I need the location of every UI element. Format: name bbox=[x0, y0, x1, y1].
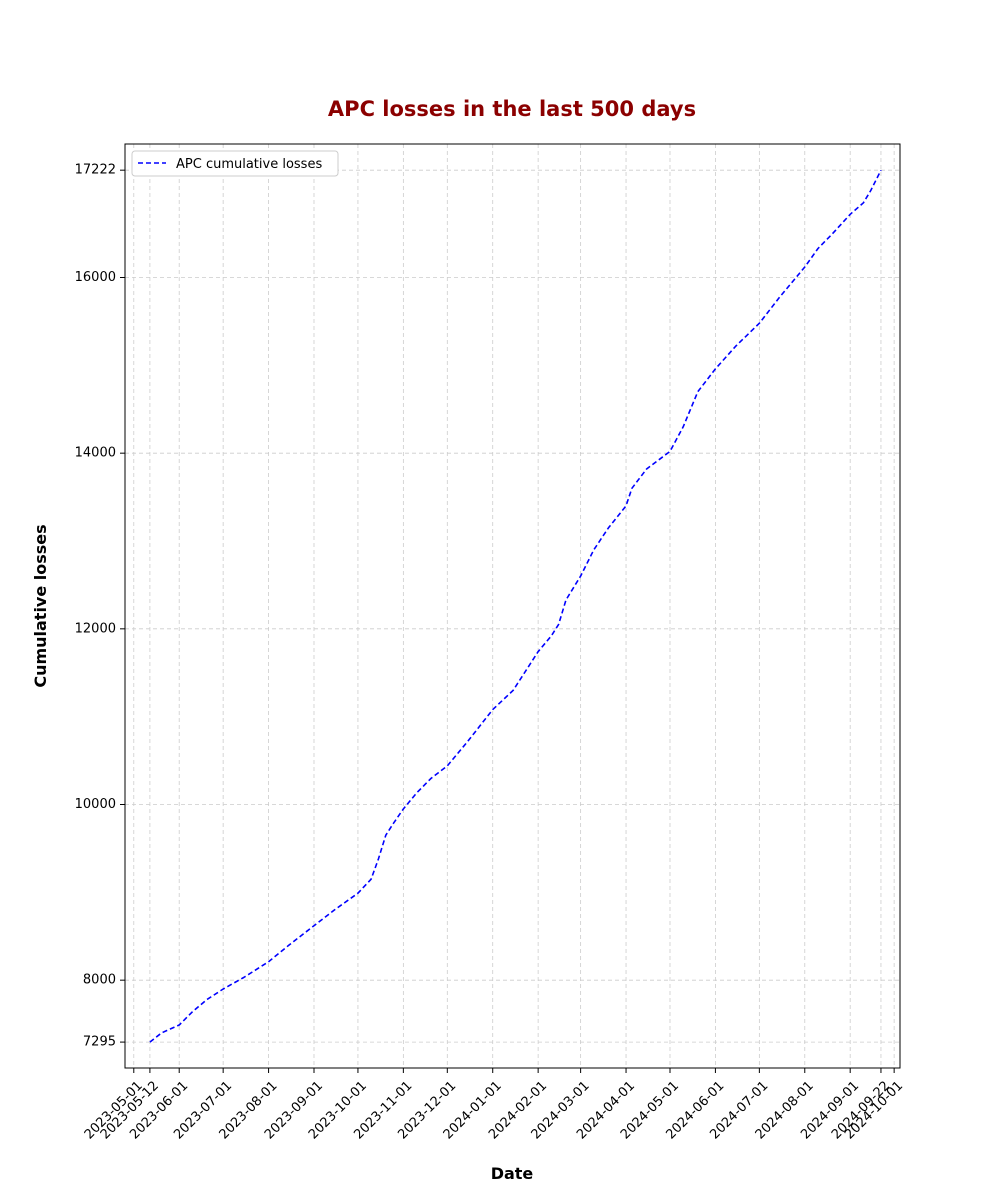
y-tick-label: 12000 bbox=[75, 621, 116, 636]
grid bbox=[125, 144, 900, 1068]
legend-box bbox=[131, 150, 339, 177]
x-axis-label: Date bbox=[491, 1164, 534, 1183]
legend-label: APC cumulative losses bbox=[176, 157, 322, 172]
legend: APC cumulative losses bbox=[131, 150, 339, 177]
y-axis-label: Cumulative losses bbox=[31, 524, 50, 687]
y-axis: 7295 8000 10000 12000 14000 16000 17222 bbox=[75, 163, 125, 1050]
y-tick-label: 16000 bbox=[75, 270, 116, 285]
y-tick-label: 14000 bbox=[75, 446, 116, 461]
series-layer bbox=[149, 169, 882, 1043]
chart-title: APC losses in the last 500 days bbox=[328, 97, 696, 121]
y-tick-label: 10000 bbox=[75, 797, 116, 812]
series-line bbox=[149, 169, 882, 1043]
plot-frame bbox=[124, 143, 901, 1069]
y-tick-label: 17222 bbox=[75, 163, 116, 178]
y-tick-label: 7295 bbox=[83, 1035, 116, 1050]
y-tick-label: 8000 bbox=[83, 973, 116, 988]
